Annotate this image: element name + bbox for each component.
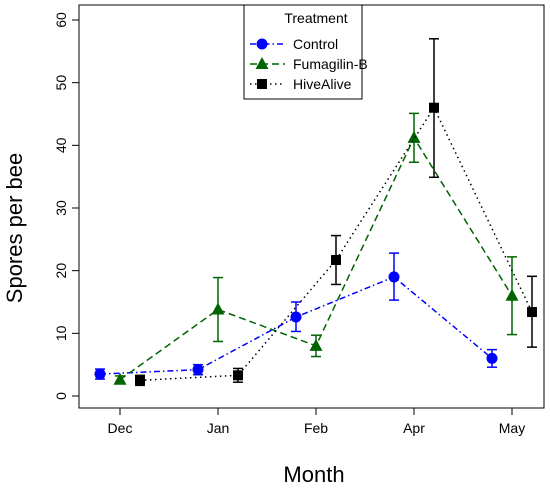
legend-item: Control [250,36,338,52]
y-tick-label: 50 [53,75,69,91]
data-point [486,352,498,364]
data-point [407,130,421,143]
y-tick-label: 10 [53,325,69,341]
series-control [94,252,498,380]
y-tick-label: 20 [53,263,69,279]
data-point [527,307,537,318]
series-hivealive [135,38,537,387]
legend-item: HiveAlive [250,76,352,92]
series-layer [94,38,537,387]
data-point [211,302,225,315]
data-point [429,102,439,113]
legend-label: Control [293,36,338,52]
series-fumagilin-b [113,112,519,385]
data-point [113,372,127,385]
legend-swatch-marker [256,38,268,50]
data-point [388,271,400,283]
y-tick-label: 30 [53,200,69,216]
data-point [94,368,106,380]
y-axis: 0 10 20 30 40 50 60 [53,12,80,400]
data-point [135,375,145,386]
y-tick-label: 0 [53,392,69,400]
series-line [139,106,533,382]
legend-label: Fumagilin-B [293,56,368,72]
data-point [331,255,341,266]
x-tick-label: Apr [403,420,425,436]
legend-label: HiveAlive [293,76,352,92]
x-tick-label: May [499,420,525,436]
y-tick-label: 60 [53,12,69,28]
legend-swatch-marker [255,57,269,69]
legend-title: Treatment [284,10,347,26]
y-axis-title: Spores per bee [2,153,27,303]
data-point [192,364,204,376]
x-axis-title: Month [283,462,344,487]
data-point [505,288,519,301]
legend-items: Control Fumagilin-B HiveAlive [250,36,368,92]
data-point [290,311,302,323]
data-point [309,338,323,351]
x-tick-label: Feb [304,420,328,436]
y-tick-label: 40 [53,137,69,153]
data-point [233,370,243,381]
x-tick-label: Dec [108,420,133,436]
legend-swatch-marker [257,79,267,89]
legend: Treatment Control Fumagilin-B HiveAlive [243,4,368,100]
x-tick-label: Jan [207,420,230,436]
legend-item: Fumagilin-B [250,56,368,72]
x-axis: Dec Jan Feb Apr May [108,407,525,436]
